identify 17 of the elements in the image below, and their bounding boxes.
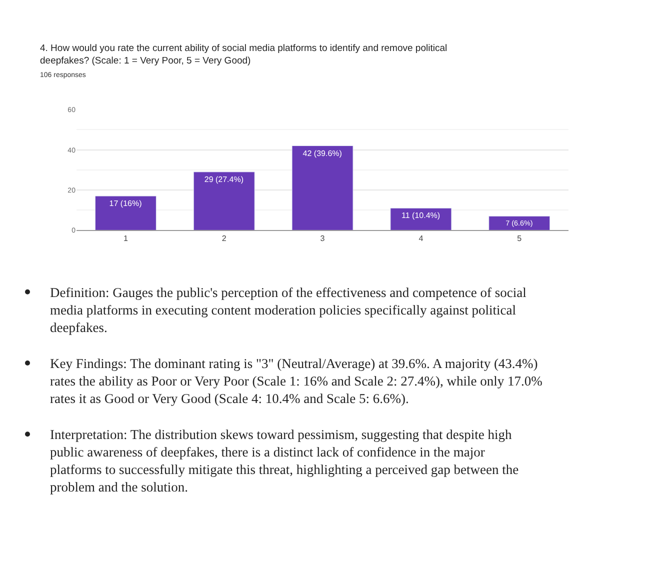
data-label: 42 (39.6%) <box>302 148 342 158</box>
x-tick-label: 1 <box>123 234 128 243</box>
x-tick-label: 5 <box>517 234 522 243</box>
data-label: 17 (16%) <box>109 199 142 208</box>
bar <box>193 172 255 230</box>
text: Definition: Gauges the public's perception of the effectiveness and competence of social media platforms in executing content moderation policies specifically against political deepfakes. <box>50 285 527 336</box>
chart-title: 4. How would you rate the current ability of social media platforms to identify and remove political deepfakes? (Scale: 1 = Very Poor, 5 = Very Good) <box>40 43 448 66</box>
data-label: 29 (27.4%) <box>204 174 244 184</box>
text: Key Findings: The dominant rating is "3" (Neutral/Average) at 39.6%. A majority (43.4%) rates the ability as Poor or Very Poor (Scale 1: 16% and Scale 2: 27.4%), while only 17.0% rates it as Good or Very Good (Scale 4: 10.4% and Scale 5: 6.6%). <box>50 356 542 406</box>
text: Interpretation: The distribution skews toward pessimism, suggesting that despite high public awareness of deepfakes, there is a distinct lack of confidence in the major platforms to successfully mitigate this threat, highlighting a perceived gap between the problem and the solution. <box>50 427 519 495</box>
x-tick-label: 2 <box>222 234 227 243</box>
data-label: 11 (10.4%) <box>402 211 440 220</box>
x-tick-label: 4 <box>418 234 424 243</box>
x-tick-label: 3 <box>320 234 326 243</box>
bar <box>292 146 354 230</box>
bar <box>390 208 452 230</box>
bar <box>94 196 156 230</box>
